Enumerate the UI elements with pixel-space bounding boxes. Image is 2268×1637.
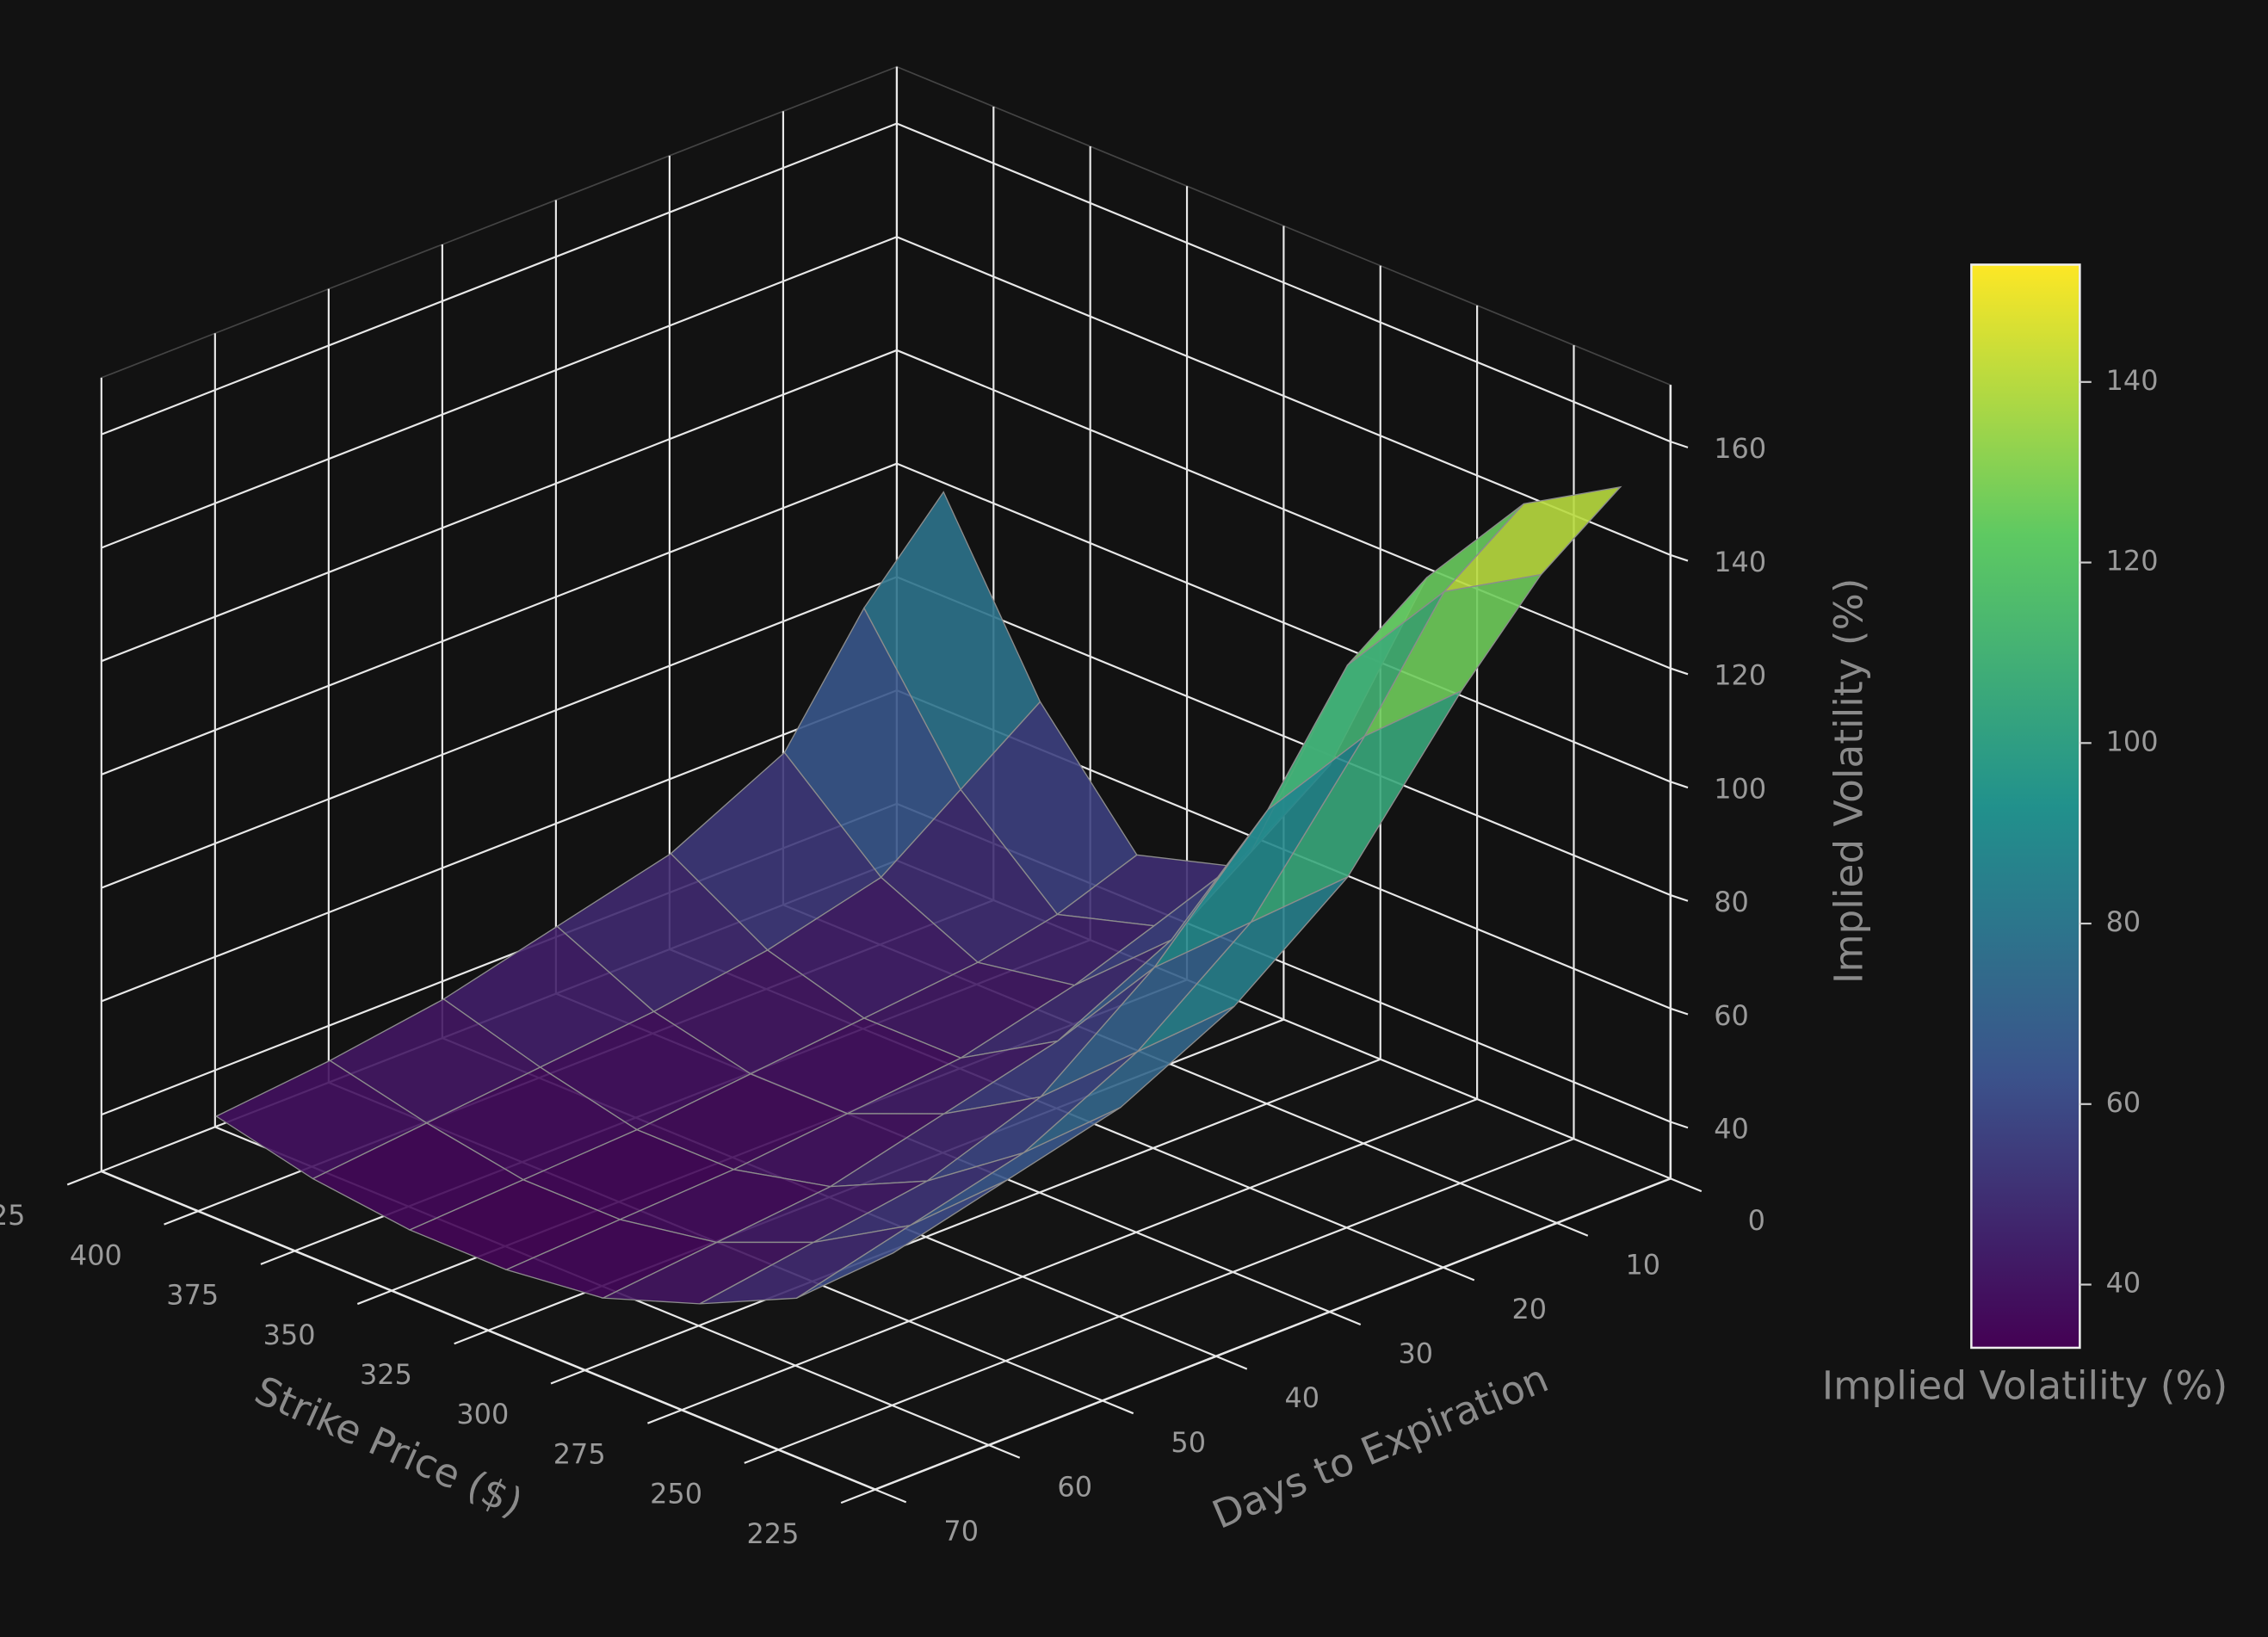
x-tick-label: 225 [746, 1517, 799, 1550]
y-tick [1670, 1177, 1703, 1193]
z-tick-label: 60 [1714, 999, 1749, 1032]
z-tick-label: 40 [1714, 1113, 1749, 1146]
colorbar [1970, 263, 2081, 1350]
x-tick-label: 375 [166, 1279, 219, 1312]
y-tick-label: 40 [1284, 1381, 1319, 1414]
x-tick-label: 425 [0, 1199, 25, 1232]
x-tick [356, 1289, 392, 1306]
x-tick [840, 1488, 876, 1504]
y-axis-line [874, 1177, 1672, 1491]
x-tick [164, 1210, 199, 1226]
x-tick [550, 1368, 586, 1385]
z-tick-label: 140 [1714, 546, 1766, 578]
grid-line [896, 576, 1672, 897]
y-tick [1556, 1221, 1589, 1237]
x-tick [744, 1449, 779, 1464]
y-tick-label: 50 [1171, 1426, 1206, 1459]
y-tick [1102, 1399, 1134, 1415]
z-tick [1670, 894, 1689, 902]
grid-line [101, 122, 898, 436]
z-tick-label: 100 [1714, 772, 1766, 805]
x-tick-label: 250 [650, 1478, 702, 1510]
x-tick [647, 1409, 683, 1424]
grid-line [896, 349, 1672, 670]
y-tick-label: 0 [1748, 1204, 1765, 1237]
y-tick [874, 1488, 907, 1504]
surface [214, 485, 1622, 1305]
x-tick-label: 400 [70, 1239, 122, 1271]
grid-line [584, 1058, 1381, 1372]
surface-cell [796, 1179, 1008, 1299]
z-tick-label: 120 [1714, 659, 1766, 692]
z-tick [1670, 1121, 1689, 1129]
colorbar-tick-label: 80 [2106, 905, 2141, 938]
x-tick-label: 275 [553, 1437, 606, 1470]
grid-line [896, 462, 1672, 783]
y-tick [1329, 1311, 1362, 1325]
x-tick [454, 1329, 489, 1345]
colorbar-tick-label: 100 [2106, 725, 2159, 757]
grid-line [101, 462, 898, 775]
z-tick [1670, 667, 1689, 676]
y-tick-label: 70 [943, 1515, 979, 1547]
grid-line [101, 236, 898, 549]
grid-line [101, 576, 898, 889]
z-tick [1670, 441, 1689, 448]
grid-line [896, 122, 1672, 443]
z-tick [1670, 553, 1689, 562]
grid-line [101, 349, 898, 663]
x-tick [260, 1250, 295, 1265]
y-tick-label: 10 [1626, 1248, 1661, 1281]
colorbar-tick-label: 40 [2106, 1267, 2141, 1300]
x-tick [66, 1170, 102, 1186]
grid-line [101, 689, 898, 1003]
x-tick-label: 325 [360, 1358, 412, 1391]
z-axis-title: Implied Volatility (%) [1826, 578, 1871, 984]
y-tick-label: 60 [1057, 1470, 1092, 1503]
x-tick-label: 300 [456, 1398, 509, 1430]
grid-line [681, 1097, 1478, 1412]
z-tick-label: 80 [1714, 886, 1749, 918]
y-tick [1215, 1355, 1248, 1370]
z-tick [1670, 1007, 1689, 1016]
colorbar-tick-label: 60 [2106, 1086, 2141, 1119]
axes: 225 250 275 300 325 350 375 400 425 0 10 20 30 40 50 60… [0, 385, 1766, 1550]
colorbar-tick-label: 140 [2106, 364, 2159, 397]
colorbar-tick-label: 120 [2106, 545, 2159, 578]
grid-line [777, 1138, 1574, 1451]
z-tick-label: 160 [1714, 432, 1766, 465]
colorbar-title: Implied Volatility (%) [1822, 1363, 2228, 1409]
y-tick [1443, 1266, 1475, 1282]
y-tick [988, 1444, 1021, 1459]
z-tick [1670, 781, 1689, 789]
y-tick-label: 30 [1398, 1337, 1433, 1370]
y-tick-label: 20 [1511, 1293, 1547, 1325]
x-tick-label: 350 [263, 1319, 316, 1351]
